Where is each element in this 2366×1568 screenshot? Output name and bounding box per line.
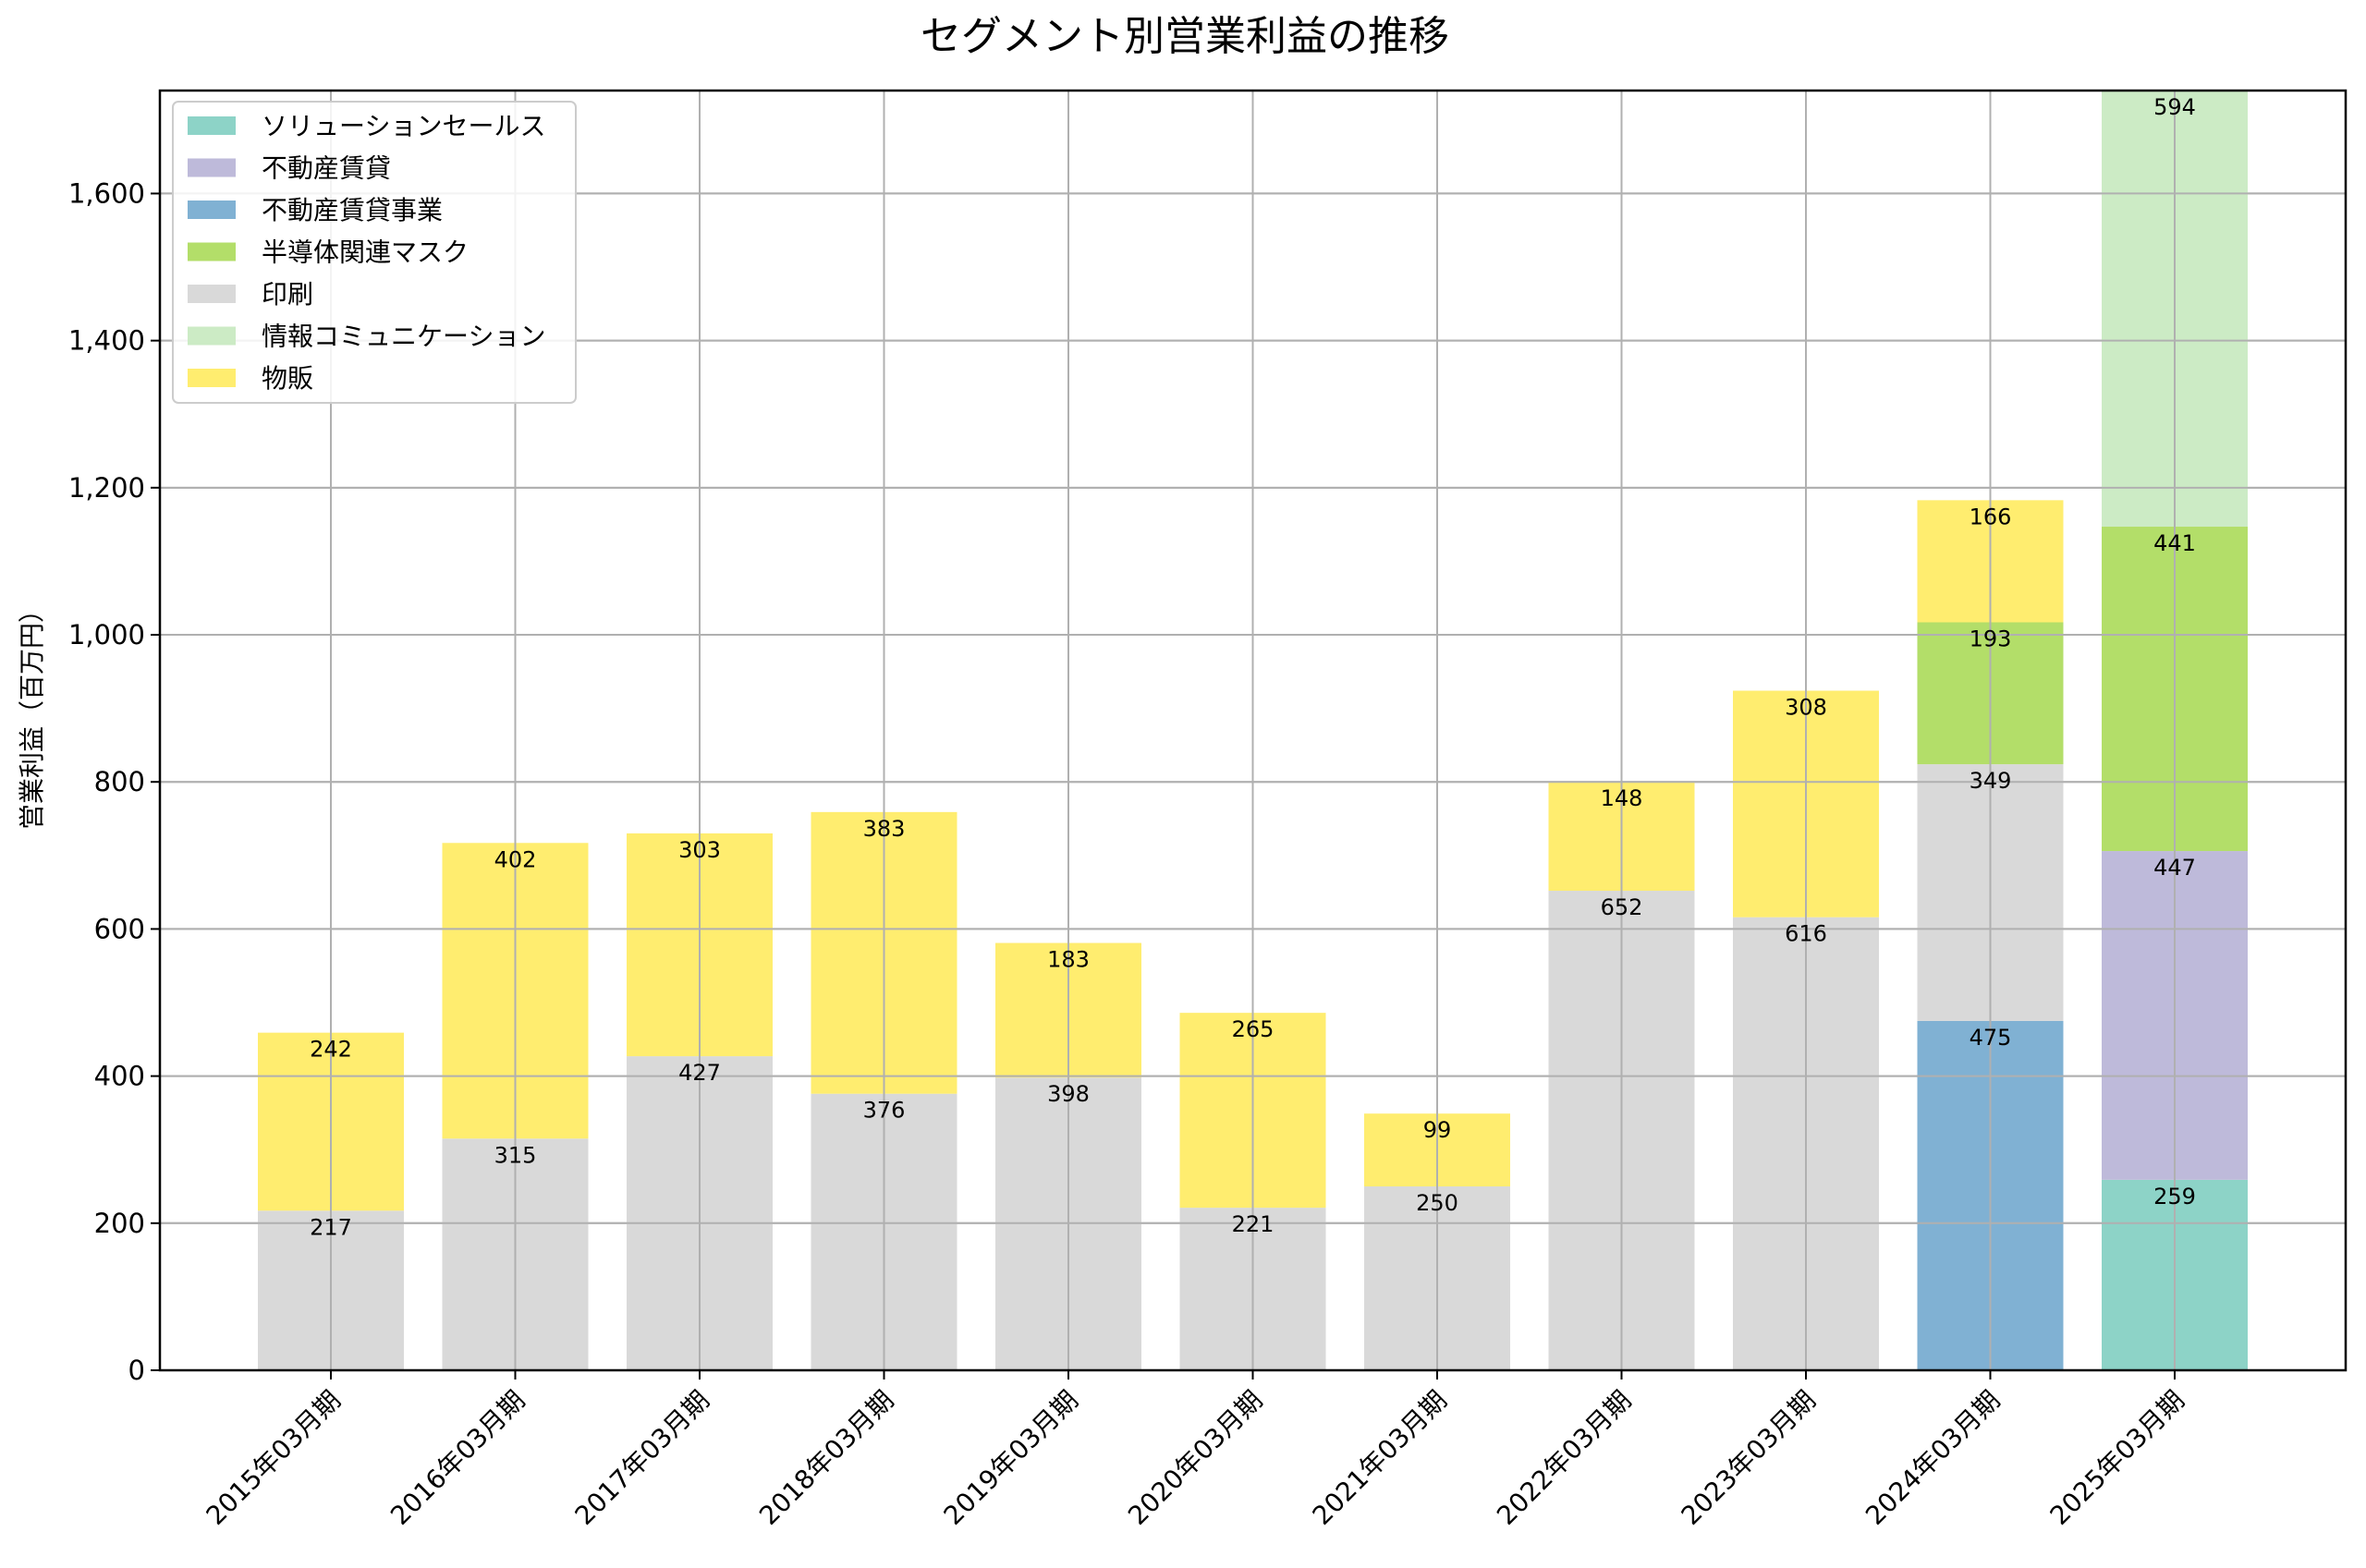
x-tick-label: 2018年03月期: [753, 1385, 899, 1531]
data-label: 441: [2153, 530, 2196, 556]
data-label: 398: [1047, 1081, 1090, 1107]
data-label: 183: [1047, 947, 1090, 973]
legend-box: [172, 101, 577, 404]
y-axis-label: 営業利益（百万円）: [17, 597, 47, 830]
legend-swatch: [188, 285, 236, 303]
data-label: 303: [678, 837, 721, 863]
data-label: 217: [310, 1214, 352, 1240]
x-tick-label: 2016年03月期: [384, 1385, 531, 1531]
x-tick-label: 2019年03月期: [938, 1385, 1084, 1531]
data-label: 376: [863, 1098, 906, 1124]
legend-swatch: [188, 242, 236, 261]
x-tick-label: 2023年03月期: [1676, 1385, 1822, 1531]
legend-swatch: [188, 369, 236, 387]
y-tick-label: 800: [94, 766, 145, 797]
chart-title: セグメント別営業利益の推移: [921, 13, 1449, 60]
data-label: 616: [1785, 921, 1827, 947]
data-label: 242: [310, 1037, 352, 1063]
data-label: 193: [1970, 626, 2012, 651]
data-label: 349: [1970, 768, 2012, 794]
x-tick-label: 2022年03月期: [1491, 1385, 1637, 1531]
data-label: 308: [1785, 695, 1827, 721]
y-tick-label: 1,200: [68, 472, 145, 504]
data-label: 259: [2153, 1184, 2196, 1209]
data-label: 315: [494, 1142, 537, 1168]
legend: ソリューションセールス不動産賃貸不動産賃貸事業半導体関連マスク印刷情報コミュニケ…: [172, 101, 577, 404]
legend-entry: 情報コミュニケーション: [262, 322, 545, 352]
y-tick-label: 1,600: [68, 177, 145, 209]
data-label: 475: [1970, 1025, 2012, 1051]
y-tick-label: 600: [94, 913, 145, 944]
data-label: 99: [1423, 1117, 1452, 1143]
legend-entry: ソリューションセールス: [262, 111, 545, 141]
y-tick-label: 0: [128, 1355, 145, 1386]
legend-entry: 物販: [262, 363, 313, 394]
x-tick-label: 2017年03月期: [569, 1385, 715, 1531]
data-label: 652: [1601, 894, 1643, 920]
x-tick-label: 2025年03月期: [2044, 1385, 2190, 1531]
data-label: 166: [1970, 504, 2012, 529]
legend-swatch: [188, 201, 236, 219]
legend-entry: 不動産賃貸事業: [262, 195, 443, 225]
y-tick-label: 200: [94, 1208, 145, 1239]
legend-entry: 半導体関連マスク: [262, 237, 469, 268]
legend-swatch: [188, 326, 236, 346]
data-labels-layer: 217 242 315 402 427 303 376 383 398 183 221 265 250 9…: [160, 91, 2346, 1370]
data-label: 594: [2153, 94, 2196, 120]
legend-swatch: [188, 158, 236, 177]
legend-entry: 印刷: [262, 279, 313, 310]
data-label: 221: [1232, 1211, 1274, 1237]
data-label: 447: [2153, 855, 2196, 881]
x-tick-label: 2020年03月期: [1122, 1385, 1268, 1531]
plot-frame: [158, 89, 2348, 1372]
data-label: 265: [1232, 1016, 1274, 1042]
x-tick-label: 2015年03月期: [201, 1385, 347, 1531]
x-tick-label: 2024年03月期: [1860, 1385, 2006, 1531]
data-label: 402: [494, 846, 537, 872]
legend-entry: 不動産賃貸: [262, 153, 391, 184]
data-label: 427: [678, 1060, 721, 1086]
legend-swatch: [188, 116, 236, 135]
y-tick-label: 400: [94, 1061, 145, 1092]
y-tick-label: 1,400: [68, 325, 145, 357]
y-tick-label: 1,000: [68, 619, 145, 650]
data-label: 250: [1416, 1190, 1458, 1216]
data-label: 383: [863, 816, 906, 842]
x-tick-label: 2021年03月期: [1307, 1385, 1453, 1531]
data-label: 148: [1601, 785, 1643, 811]
